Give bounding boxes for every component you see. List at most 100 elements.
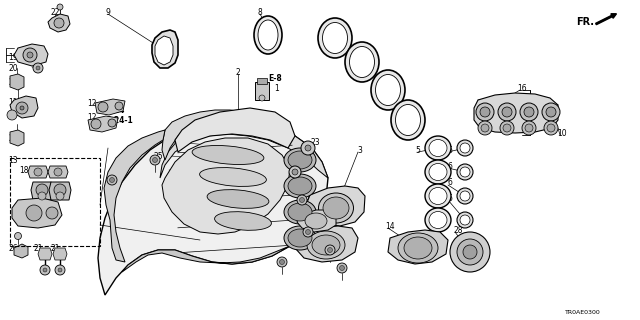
Circle shape — [33, 63, 43, 73]
Polygon shape — [297, 210, 336, 232]
Text: 7: 7 — [385, 81, 390, 90]
Polygon shape — [12, 198, 62, 228]
Polygon shape — [388, 230, 448, 264]
Circle shape — [58, 268, 62, 272]
Text: 25: 25 — [305, 226, 315, 235]
Polygon shape — [474, 93, 558, 133]
Text: 25: 25 — [327, 244, 337, 252]
Ellipse shape — [398, 233, 438, 263]
Circle shape — [502, 107, 512, 117]
Circle shape — [460, 215, 470, 225]
Ellipse shape — [429, 164, 447, 180]
Circle shape — [36, 66, 40, 70]
Circle shape — [23, 48, 37, 62]
Ellipse shape — [425, 208, 451, 232]
Circle shape — [325, 245, 335, 255]
Polygon shape — [155, 36, 173, 65]
Ellipse shape — [214, 212, 271, 230]
Ellipse shape — [284, 200, 316, 224]
Polygon shape — [38, 248, 52, 260]
Circle shape — [54, 184, 66, 196]
Ellipse shape — [323, 22, 348, 53]
Circle shape — [457, 239, 483, 265]
Circle shape — [55, 265, 65, 275]
Text: 7: 7 — [358, 47, 362, 57]
Circle shape — [480, 107, 490, 117]
Ellipse shape — [307, 231, 345, 259]
Circle shape — [498, 103, 516, 121]
Polygon shape — [88, 116, 118, 132]
Circle shape — [20, 106, 24, 110]
Circle shape — [98, 102, 108, 112]
Ellipse shape — [323, 197, 349, 219]
Text: 23: 23 — [310, 138, 320, 147]
Ellipse shape — [345, 42, 379, 82]
Circle shape — [339, 266, 344, 270]
Text: 7: 7 — [328, 20, 332, 29]
Polygon shape — [95, 99, 125, 115]
Circle shape — [460, 143, 470, 153]
Text: 4: 4 — [308, 231, 312, 241]
Ellipse shape — [312, 235, 340, 255]
Text: 22: 22 — [51, 7, 60, 17]
Circle shape — [34, 168, 42, 176]
Polygon shape — [53, 248, 67, 260]
Text: 1: 1 — [275, 84, 280, 92]
Text: 14: 14 — [385, 221, 395, 230]
Ellipse shape — [284, 148, 316, 172]
Polygon shape — [175, 108, 295, 152]
Text: 25: 25 — [110, 172, 120, 180]
Ellipse shape — [254, 16, 282, 54]
Circle shape — [26, 205, 42, 221]
Text: 10: 10 — [557, 129, 567, 138]
Circle shape — [107, 175, 117, 185]
Text: 8: 8 — [258, 7, 262, 17]
Polygon shape — [306, 186, 365, 226]
Circle shape — [150, 155, 160, 165]
Text: B-24-1: B-24-1 — [105, 116, 132, 124]
Ellipse shape — [371, 70, 405, 110]
Text: 28: 28 — [453, 226, 463, 235]
Text: 5: 5 — [426, 165, 431, 174]
Circle shape — [503, 124, 511, 132]
FancyArrow shape — [596, 14, 616, 25]
Circle shape — [520, 103, 538, 121]
Circle shape — [115, 102, 123, 110]
Circle shape — [108, 119, 116, 127]
Text: 15: 15 — [315, 209, 325, 218]
Circle shape — [337, 263, 347, 273]
Polygon shape — [160, 120, 328, 178]
Text: 18: 18 — [19, 165, 29, 174]
Text: 18: 18 — [33, 165, 43, 174]
Ellipse shape — [425, 184, 451, 208]
Polygon shape — [98, 120, 328, 295]
Polygon shape — [48, 14, 70, 32]
Ellipse shape — [207, 190, 269, 208]
Ellipse shape — [425, 160, 451, 184]
Text: 3: 3 — [358, 146, 362, 155]
Circle shape — [46, 207, 58, 219]
Text: 6: 6 — [447, 178, 452, 187]
Circle shape — [40, 265, 50, 275]
Ellipse shape — [391, 100, 425, 140]
Circle shape — [300, 197, 305, 203]
Circle shape — [91, 119, 101, 129]
Circle shape — [280, 260, 285, 265]
Ellipse shape — [200, 168, 266, 187]
Circle shape — [277, 257, 287, 267]
Text: 25: 25 — [300, 193, 310, 202]
Text: 17: 17 — [53, 183, 63, 193]
Ellipse shape — [288, 151, 312, 169]
Text: 25: 25 — [153, 151, 163, 161]
Text: 12: 12 — [87, 113, 97, 122]
Text: 12: 12 — [87, 99, 97, 108]
Ellipse shape — [429, 188, 447, 204]
Polygon shape — [48, 166, 68, 178]
Circle shape — [476, 103, 494, 121]
Polygon shape — [104, 130, 165, 262]
Ellipse shape — [425, 136, 451, 160]
Ellipse shape — [429, 212, 447, 228]
Circle shape — [457, 188, 473, 204]
Ellipse shape — [396, 105, 420, 135]
Bar — [255, 82, 269, 100]
